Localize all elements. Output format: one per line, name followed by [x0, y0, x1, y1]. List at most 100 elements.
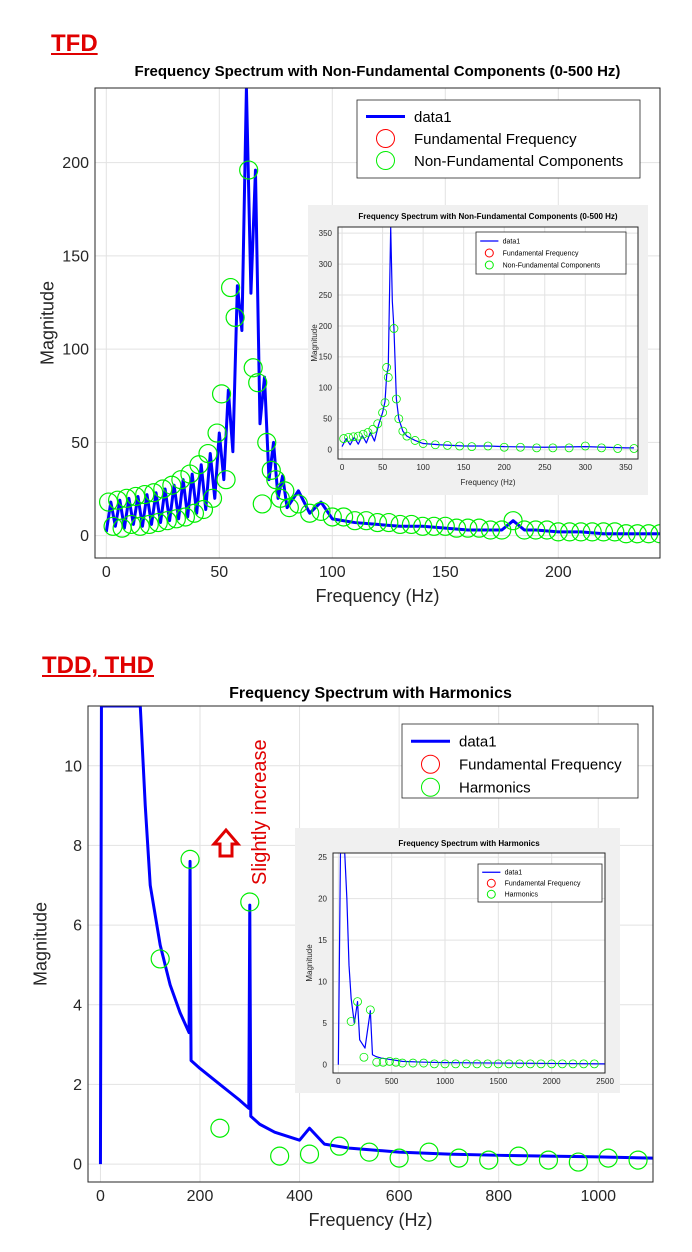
marker-point — [166, 509, 186, 529]
y-tick-label: 15 — [318, 936, 327, 945]
legend-entry-label: Fundamental Frequency — [414, 131, 577, 148]
marker-point — [593, 522, 614, 542]
series-line-data1 — [104, 88, 660, 536]
y-tick-label: 350 — [319, 229, 333, 238]
marker-point — [504, 1059, 514, 1069]
marker-point — [107, 490, 128, 510]
marker-point — [514, 520, 535, 540]
marker-point — [413, 516, 433, 536]
x-tick-label: 150 — [457, 463, 471, 472]
x-axis-label: Frequency (Hz) — [441, 1092, 496, 1093]
y-tick-label: 10 — [318, 977, 327, 986]
marker-point — [299, 1144, 320, 1164]
axes-frame — [87, 705, 654, 1183]
legend-entry-label: Fundamental Frequency — [505, 881, 581, 888]
y-tick-label: 150 — [319, 353, 333, 362]
marker-point — [397, 1058, 407, 1068]
marker-point — [98, 492, 119, 512]
marker-point — [344, 432, 353, 442]
marker-point — [418, 439, 428, 448]
data-group — [98, 88, 660, 544]
x-tick-label: 50 — [210, 564, 228, 581]
legend-entry-label: Harmonics — [459, 780, 531, 797]
section-label-tfd: TFD — [51, 30, 98, 57]
marker-point — [311, 501, 331, 521]
x-tick-label: 50 — [378, 463, 387, 472]
y-tick-label: 100 — [62, 342, 89, 359]
marker-point — [547, 1059, 557, 1069]
y-tick-label: 150 — [62, 248, 89, 265]
marker-point — [367, 512, 388, 533]
marker-point — [391, 394, 401, 404]
marker-point — [589, 1059, 599, 1069]
marker-point — [221, 277, 241, 298]
y-tick-label: 10 — [64, 758, 82, 775]
x-axis-label: Frequency (Hz) — [460, 478, 515, 487]
legend-entry-label: data1 — [459, 734, 497, 751]
x-axis-label: Frequency (Hz) — [308, 1210, 432, 1230]
y-tick-label: 250 — [319, 291, 333, 300]
legend-entry-label: Fundamental Frequency — [503, 250, 579, 257]
legend-box — [356, 99, 641, 179]
y-tick-label: 4 — [73, 997, 82, 1014]
legend-entry-label: data1 — [503, 238, 521, 245]
x-tick-label: 600 — [386, 1188, 413, 1205]
marker-point — [248, 373, 268, 393]
marker-point — [430, 440, 440, 450]
legend-entry-label: Non-Fundamental Components — [503, 262, 601, 269]
y-tick-label: 200 — [62, 155, 89, 172]
marker-point — [579, 1059, 589, 1069]
marker-point — [279, 498, 299, 518]
marker-point — [580, 441, 590, 451]
chart-title: Frequency Spectrum with Harmonics — [398, 839, 540, 848]
x-tick-label: 150 — [432, 564, 459, 581]
marker-point — [447, 518, 467, 538]
marker-point — [389, 1148, 409, 1168]
x-tick-label: 1500 — [489, 1077, 507, 1086]
x-tick-label: 350 — [619, 463, 633, 472]
marker-point — [150, 949, 170, 969]
marker-point — [483, 1059, 493, 1069]
marker-point — [322, 507, 342, 527]
axes-frame — [337, 226, 639, 460]
marker-point — [383, 372, 393, 382]
x-tick-label: 100 — [416, 463, 430, 472]
thd-inset-chart: 0 500 1000 1500 2000 2500 0 5 10 15 20 25 Frequency … — [295, 828, 620, 1093]
marker-point — [483, 441, 493, 451]
marker-point — [650, 524, 660, 544]
legend: data1 Fundamental Frequency Harmonics — [477, 863, 603, 903]
x-tick-label: 500 — [385, 1077, 399, 1086]
legend-entry-label: data1 — [505, 870, 523, 877]
legend-marker-swatch — [484, 248, 494, 258]
x-tick-label: 1000 — [436, 1077, 454, 1086]
legend-box — [401, 723, 639, 799]
marker-point — [157, 511, 177, 531]
marker-point — [198, 443, 218, 464]
marker-point — [605, 522, 625, 542]
legend-marker-swatch — [421, 754, 440, 774]
marker-point — [480, 520, 501, 540]
y-tick-label: 0 — [328, 446, 333, 455]
marker-point — [216, 470, 236, 490]
y-tick-label: 0 — [323, 1060, 328, 1069]
marker-point — [356, 511, 376, 531]
y-tick-label: 50 — [71, 435, 89, 452]
marker-point — [162, 475, 182, 495]
marker-point — [548, 522, 568, 542]
legend: data1 Fundamental Frequency Harmonics — [401, 723, 639, 799]
chart-title: Frequency Spectrum with Non-Fundamental … — [358, 212, 617, 221]
legend-entry-label: Non-Fundamental Components — [414, 153, 623, 170]
x-tick-label: 200 — [187, 1188, 214, 1205]
x-tick-label: 100 — [319, 564, 346, 581]
marker-point — [628, 1150, 648, 1170]
legend-marker-swatch — [484, 260, 494, 270]
y-tick-label: 0 — [73, 1157, 82, 1174]
marker-point — [139, 514, 159, 535]
marker-point — [536, 1059, 546, 1069]
marker-point — [508, 1146, 529, 1166]
marker-point — [532, 443, 542, 453]
marker-point — [467, 442, 477, 452]
marker-point — [597, 443, 606, 453]
marker-point — [537, 520, 557, 540]
marker-point — [424, 516, 444, 536]
